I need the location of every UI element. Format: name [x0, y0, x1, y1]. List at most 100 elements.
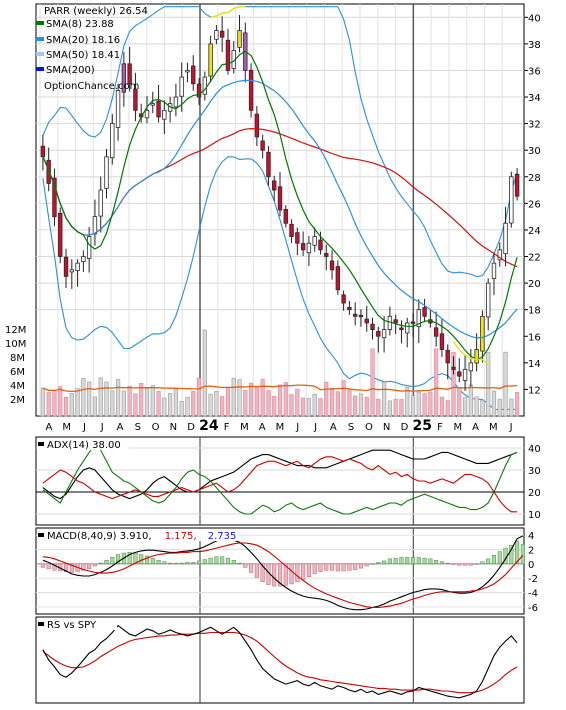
candle-body [289, 223, 294, 237]
macd-histogram-bar [92, 563, 97, 567]
adx-label: ADX(14) 38.00 [47, 440, 121, 451]
candle-body [416, 309, 421, 328]
volume-tick-6m: 6M [10, 367, 25, 378]
candle-body [144, 109, 150, 119]
candle-body [485, 282, 491, 318]
price-tick-label: 30 [528, 146, 541, 157]
volume-y-ticks: 12M 10M 8M 6M 4M 2M [5, 325, 26, 406]
volume-bar [497, 398, 502, 417]
volume-bar [75, 388, 80, 417]
band-highlight-upper [210, 5, 246, 18]
candle-body [214, 30, 219, 40]
macd-histogram-bar [191, 562, 196, 565]
macd-signal-value: 1.175, [165, 531, 197, 542]
volume-bar [503, 351, 508, 417]
macd-series-1 [42, 542, 524, 609]
candle-body [272, 180, 277, 191]
volume-tick-12m: 12M [5, 325, 26, 336]
candle-body [335, 266, 341, 291]
candle-body [318, 239, 323, 251]
sma8-line [42, 50, 518, 361]
macd-histogram-bar [416, 557, 421, 565]
volume-bar [318, 398, 323, 417]
candle-body [439, 333, 445, 350]
volume-bar [87, 381, 92, 417]
macd-histogram-bar [173, 562, 178, 565]
volume-bar [225, 387, 231, 417]
volume-bar [347, 389, 352, 417]
candle-body [52, 177, 57, 218]
volume-bars [40, 329, 520, 417]
month-label: J [313, 422, 317, 433]
volume-bar [104, 381, 109, 417]
candle-body [191, 65, 196, 85]
month-label: J [100, 422, 104, 433]
candle-body [46, 159, 51, 184]
band-highlight-lower [452, 341, 489, 365]
price-tick-label: 20 [528, 279, 541, 290]
moving-averages [42, 5, 518, 365]
macd-tick-label: 2 [528, 546, 534, 557]
macd-histogram-bar [497, 551, 502, 565]
macd-histogram-bar [104, 560, 109, 565]
macd-histogram-bar [225, 557, 230, 565]
macd-histogram-bar [179, 562, 184, 565]
candle-body [63, 256, 69, 277]
volume-bar [220, 396, 225, 417]
macd-histogram-bar [272, 563, 277, 587]
volume-bar [341, 380, 346, 417]
volume-tick-2m: 2M [10, 395, 25, 406]
volume-bar [191, 391, 196, 417]
month-label: A [330, 422, 337, 433]
candle-body [58, 212, 63, 257]
macd-histogram-bar [312, 563, 317, 575]
price-tick-label: 16 [528, 332, 541, 343]
adx-tick-label: 40 [528, 444, 541, 455]
month-label: M [453, 422, 462, 433]
macd-histogram-bar [208, 557, 213, 565]
macd-tick-label: 4 [528, 531, 534, 542]
volume-bar [457, 386, 462, 417]
macd-histogram-bar [196, 560, 202, 565]
candle-body [156, 100, 161, 118]
volume-bar [335, 391, 340, 417]
macd-histogram-bar [422, 557, 427, 565]
volume-bar [243, 389, 248, 417]
volume-bar [353, 395, 358, 417]
legend-sma50: SMA(50) 18.41 [46, 50, 120, 61]
candle-body [185, 70, 190, 73]
macd-histogram-bar [434, 560, 439, 565]
volume-bar [324, 381, 329, 417]
macd-histogram-bar [405, 557, 410, 565]
volume-bar [486, 351, 491, 417]
macd-histogram-bar [52, 563, 57, 571]
candle-body [329, 260, 335, 271]
volume-bar [474, 396, 479, 417]
macd-hist-value: 2.735 [208, 531, 237, 542]
volume-tick-10m: 10M [5, 339, 26, 350]
macd-histogram-bar [474, 563, 479, 565]
volume-bar [127, 385, 132, 417]
rs-label: RS vs SPY [47, 620, 97, 631]
macd-histogram-bar [387, 558, 392, 565]
candle-body [503, 222, 508, 255]
price-tick-label: 34 [528, 93, 541, 104]
macd-histogram-bar [185, 562, 190, 565]
volume-bar [382, 381, 387, 417]
candlesticks [40, 14, 520, 392]
volume-bar [410, 395, 416, 417]
bollinger-upper [42, 6, 518, 278]
month-label: 25 [412, 418, 431, 434]
candle-body [352, 313, 358, 317]
candle-body [127, 63, 132, 85]
macd-histogram-bar [144, 555, 150, 565]
volume-bar [439, 396, 445, 417]
macd-histogram-bar [69, 563, 74, 573]
macd-histogram-bar [116, 554, 121, 565]
macd-histogram-bar [445, 562, 450, 565]
macd-histogram-bar [202, 559, 207, 565]
macd-histogram-bar [318, 563, 323, 572]
macd-histogram-bar [127, 552, 132, 565]
macd-lines: 4 2 0 -2 -4 -6 [36, 531, 538, 614]
candle-body [69, 269, 74, 273]
